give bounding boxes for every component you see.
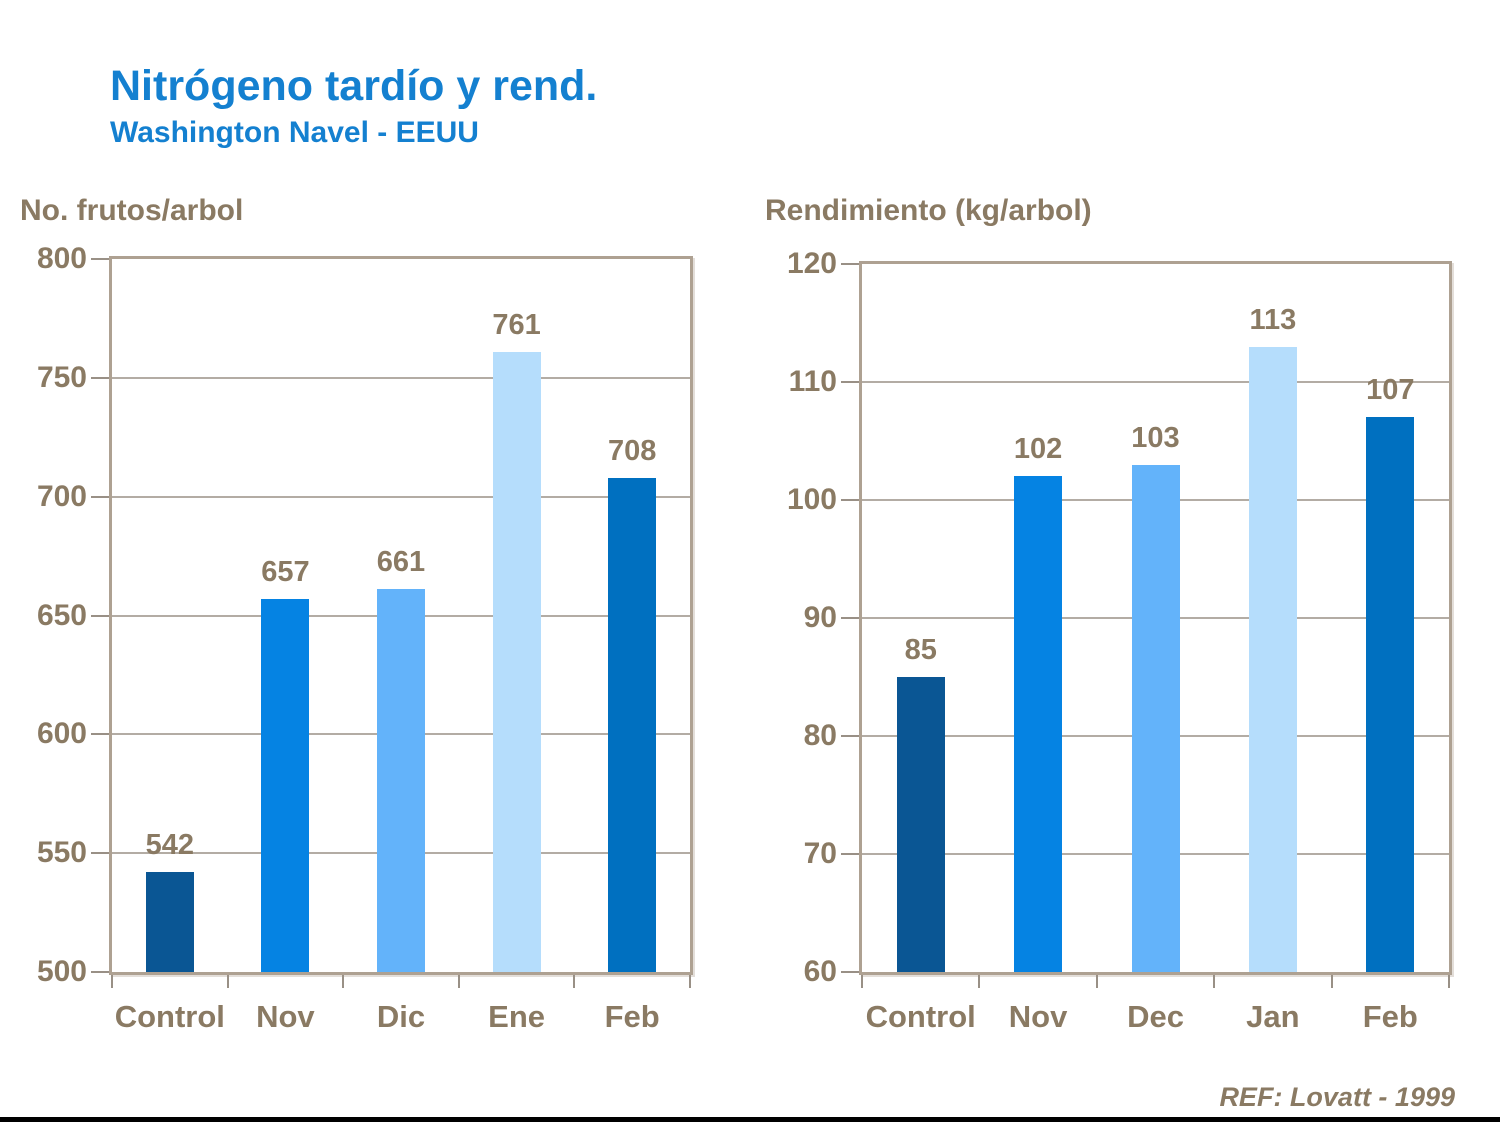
bar-value-label: 107	[1366, 374, 1415, 407]
slide-subtitle: Washington Navel - EEUU	[110, 116, 479, 149]
x-axis-tick	[689, 975, 691, 988]
bar	[261, 598, 310, 972]
bar	[896, 677, 945, 972]
gridline	[112, 376, 690, 379]
x-axis-tick	[1095, 975, 1098, 988]
y-axis-tick	[841, 853, 859, 855]
x-axis-tick	[342, 975, 345, 988]
left-chart-plot-area: 500 550 600 650 700 750 800 542 657 661 761 708 Cont…	[37, 242, 693, 1034]
x-axis-tick	[978, 975, 981, 988]
bar-value-label: 761	[492, 308, 541, 341]
y-axis-tick	[91, 258, 109, 260]
x-axis-tick	[861, 975, 863, 988]
bar	[377, 589, 425, 972]
bar-value-label: 708	[607, 434, 657, 467]
x-axis-label: Control	[114, 999, 225, 1034]
bar-value-label: 542	[145, 829, 194, 862]
bar	[145, 872, 194, 972]
bar-value-label: 657	[261, 555, 310, 588]
slide-title: Nitrógeno tardío y rend.	[110, 62, 598, 110]
y-axis-tick	[841, 735, 859, 737]
x-axis-tick	[573, 975, 576, 988]
y-axis-tick	[841, 499, 859, 501]
x-axis-label: Dec	[1127, 999, 1184, 1034]
x-axis-label: Ene	[488, 999, 546, 1034]
y-axis-tick	[841, 263, 859, 265]
bar-value-label: 102	[1013, 433, 1063, 466]
y-axis-tick	[91, 376, 109, 379]
y-axis-tick	[91, 495, 109, 498]
y-axis-tick	[91, 852, 109, 855]
x-axis-label: Dic	[376, 999, 426, 1034]
x-axis-tick	[1213, 975, 1216, 988]
right-chart-plot-area: 60 70 80 90 100 110 120 85 102 103 113 107 Control No…	[787, 247, 1452, 1034]
x-axis-label: Nov	[256, 999, 315, 1034]
bar-value-label: 103	[1131, 421, 1180, 454]
bar	[1014, 476, 1063, 972]
bar-value-label: 85	[904, 634, 937, 666]
bar	[608, 477, 657, 972]
y-axis-label: 650	[36, 598, 87, 632]
y-axis-label: 70	[803, 837, 837, 870]
bar	[1131, 464, 1180, 972]
y-axis-label: 60	[803, 955, 837, 988]
bar	[492, 351, 541, 972]
bar	[1366, 417, 1415, 972]
x-axis-label: Control	[865, 999, 976, 1034]
x-axis-tick	[226, 975, 229, 988]
bottom-divider	[0, 1117, 1500, 1122]
y-axis-tick	[91, 614, 109, 617]
bar-value-label: 113	[1249, 303, 1297, 336]
y-axis-label: 500	[36, 955, 87, 988]
y-axis-label: 120	[786, 247, 837, 280]
gridline	[862, 381, 1449, 383]
bar	[1248, 346, 1297, 972]
x-axis-tick	[1448, 975, 1450, 988]
y-axis-label: 90	[803, 601, 837, 634]
y-axis-label: 750	[36, 360, 87, 394]
right-chart-title: Rendimiento (kg/arbol)	[765, 194, 1092, 227]
y-axis-label: 800	[36, 242, 87, 275]
y-axis-label: 550	[36, 836, 87, 870]
y-axis-tick	[91, 971, 109, 973]
y-axis-tick	[841, 617, 859, 619]
y-axis-label: 100	[786, 483, 837, 516]
left-chart-title: No. frutos/arbol	[20, 194, 244, 227]
y-axis-label: 110	[788, 365, 837, 398]
gridline	[112, 495, 690, 498]
x-axis-tick	[111, 975, 113, 988]
x-axis-label: Feb	[1362, 999, 1418, 1034]
x-axis-label: Feb	[604, 999, 660, 1034]
y-axis-tick	[91, 733, 109, 736]
bar-value-label: 661	[376, 546, 426, 579]
x-axis-tick	[1330, 975, 1333, 988]
x-axis-label: Jan	[1246, 999, 1300, 1034]
x-axis-label: Nov	[1008, 999, 1068, 1034]
y-axis-tick	[841, 381, 859, 383]
y-axis-label: 600	[36, 717, 87, 751]
reference-text: REF: Lovatt - 1999	[1219, 1082, 1455, 1112]
y-axis-tick	[841, 971, 859, 973]
x-axis-tick	[457, 975, 460, 988]
y-axis-label: 700	[36, 479, 87, 513]
y-axis-label: 80	[803, 719, 837, 752]
